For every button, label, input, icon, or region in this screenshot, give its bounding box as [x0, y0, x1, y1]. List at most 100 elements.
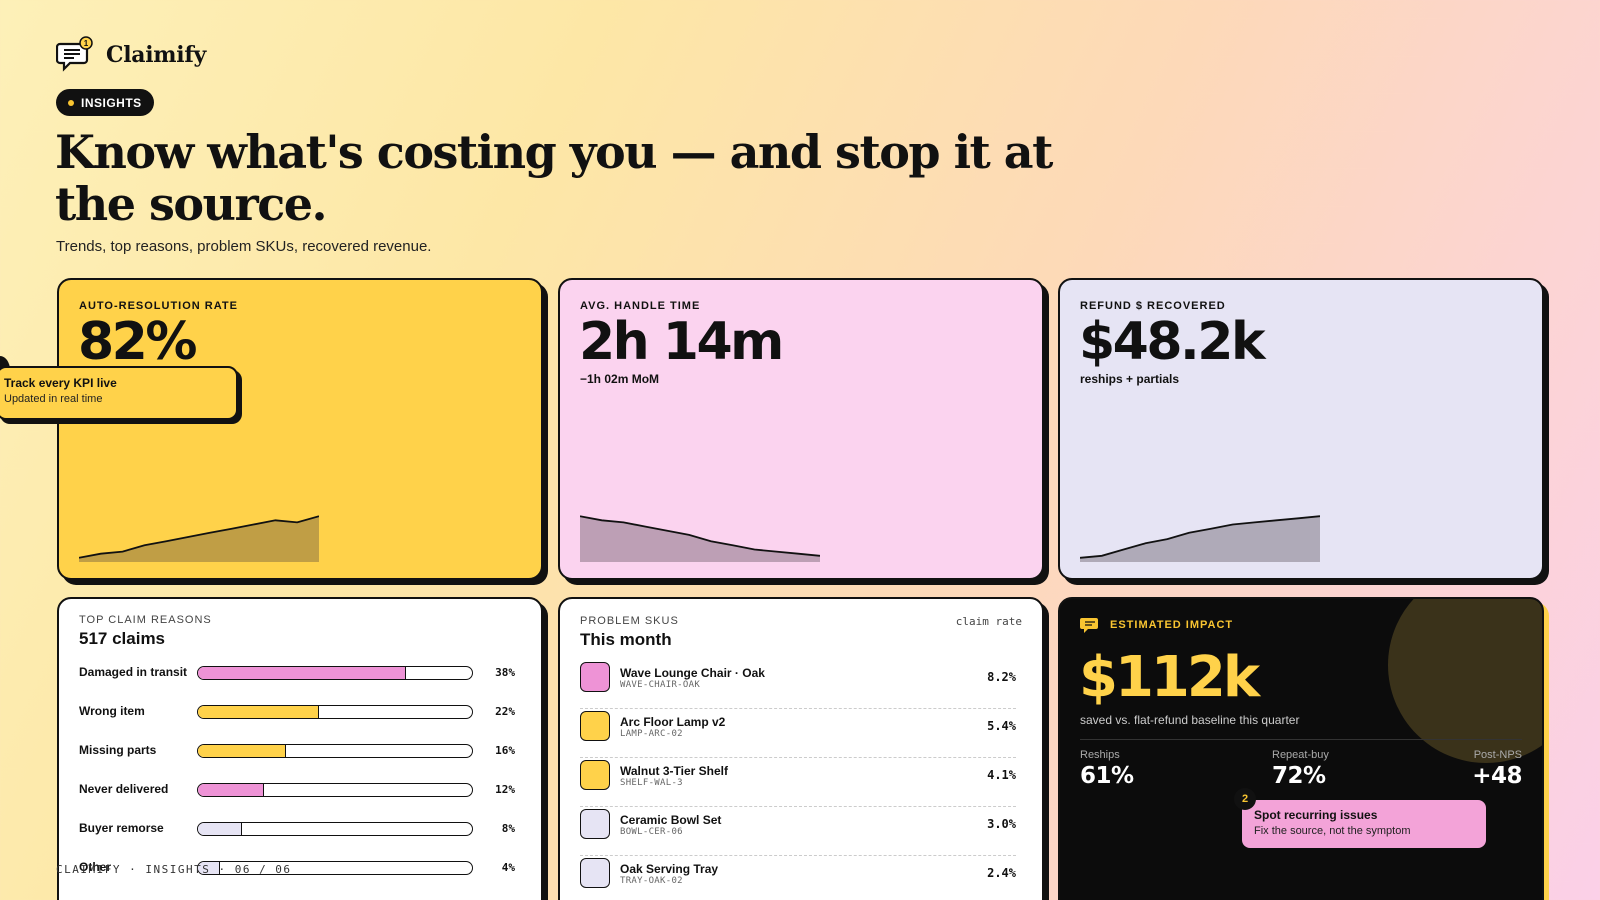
reason-bar-fill: [198, 745, 286, 757]
stat-label: Reships: [1080, 749, 1120, 761]
reason-bar-track: [197, 861, 473, 875]
kpi-card-refund-recovered[interactable]: REFUND $ RECOVERED $48.2k reships + part…: [1058, 278, 1544, 580]
problem-skus-card: PROBLEM SKUS This month claim rate Wave …: [558, 597, 1044, 900]
sku-code: WAVE-CHAIR-OAK: [620, 680, 701, 690]
reason-bar-fill: [198, 706, 319, 718]
reasons-count: 517 claims: [79, 629, 166, 648]
kpi-label: REFUND $ RECOVERED: [1080, 300, 1226, 312]
recurring-issues-callout: Spot recurring issues Fix the source, no…: [1242, 800, 1486, 848]
stat-repeat-buy: Repeat-buy 72%: [1272, 749, 1329, 789]
sku-code: TRAY-OAK-02: [620, 876, 683, 886]
sku-code: SHELF-WAL-3: [620, 778, 683, 788]
claim-rate-header: claim rate: [955, 615, 1022, 628]
stat-post-nps: Post-NPS +48: [1472, 749, 1522, 789]
impact-header: ESTIMATED IMPACT: [1080, 616, 1233, 634]
brand-name: Claimify: [106, 42, 206, 68]
reason-bar-fill: [198, 784, 264, 796]
badge-dot-icon: [68, 99, 74, 106]
reason-label: Never delivered: [79, 782, 169, 796]
top-claim-reasons-card: TOP CLAIM REASONS 517 claims Damaged in …: [57, 597, 543, 900]
sku-row[interactable]: Ceramic Bowl Set BOWL-CER-06 3.0%: [580, 808, 1016, 856]
kpi-sub: −1h 02m MoM: [580, 372, 660, 386]
sku-claim-rate: 3.0%: [987, 817, 1016, 831]
stat-label: Post-NPS: [1473, 749, 1522, 761]
reason-percent: 12%: [495, 783, 515, 796]
estimated-impact-card: ESTIMATED IMPACT $112k saved vs. flat-re…: [1058, 597, 1544, 900]
reason-percent: 22%: [495, 705, 515, 718]
sku-name: Oak Serving Tray: [620, 862, 719, 876]
sku-swatch: [580, 809, 610, 839]
notification-count: 1: [84, 39, 89, 48]
reason-label: Other: [79, 860, 112, 874]
sku-name: Walnut 3-Tier Shelf: [620, 764, 729, 778]
skus-period: This month: [580, 630, 672, 649]
sku-claim-rate: 4.1%: [987, 768, 1016, 782]
stat-value: 72%: [1272, 763, 1326, 789]
kpi-label: AUTO-RESOLUTION RATE: [79, 300, 238, 312]
callout-title: Spot recurring issues: [1254, 808, 1378, 822]
sku-name: Arc Floor Lamp v2: [620, 715, 726, 729]
reason-row: Missing parts 16%: [79, 741, 515, 761]
sku-code: LAMP-ARC-02: [620, 729, 683, 739]
reason-bar-track: [197, 744, 473, 758]
kpi-card-auto-resolution[interactable]: AUTO-RESOLUTION RATE 82%: [57, 278, 543, 580]
sparkline-chart: [1080, 515, 1320, 562]
stat-value: 61%: [1080, 763, 1134, 789]
sku-swatch: [580, 858, 610, 888]
sku-name: Wave Lounge Chair · Oak: [620, 666, 765, 680]
reason-bar-track: [197, 705, 473, 719]
impact-label: ESTIMATED IMPACT: [1110, 619, 1234, 631]
sparkline-area: [79, 516, 319, 562]
reason-bar-fill: [198, 823, 242, 835]
reason-percent: 4%: [501, 861, 515, 874]
page-subhead: Trends, top reasons, problem SKUs, recov…: [56, 238, 432, 255]
sku-row[interactable]: Wave Lounge Chair · Oak WAVE-CHAIR-OAK 8.2…: [580, 661, 1016, 709]
reason-percent: 16%: [495, 744, 515, 757]
sku-claim-rate: 2.4%: [987, 866, 1016, 880]
reason-label: Missing parts: [79, 743, 157, 757]
reason-row: Buyer remorse 8%: [79, 819, 515, 839]
sku-claim-rate: 5.4%: [987, 719, 1016, 733]
callout-title: Track every KPI live: [4, 376, 117, 390]
divider: [1080, 739, 1522, 740]
kpi-live-callout: Track every KPI live Updated in real tim…: [0, 366, 238, 420]
chat-bubble-icon: [1080, 618, 1098, 633]
footer-pagination: CLAIMIFY · INSIGHTS · 06 / 06: [56, 863, 292, 876]
kpi-value: $48.2k: [1079, 312, 1266, 372]
reason-bar-track: [197, 822, 473, 836]
reason-percent: 8%: [501, 822, 515, 835]
sparkline-line: [580, 515, 820, 557]
sku-row[interactable]: Arc Floor Lamp v2 LAMP-ARC-02 5.4%: [580, 710, 1016, 758]
sku-name: Ceramic Bowl Set: [620, 813, 722, 827]
kpi-sub: reships + partials: [1080, 372, 1180, 386]
sku-swatch: [580, 662, 610, 692]
reason-bar-track: [197, 783, 473, 797]
sparkline-line: [1080, 515, 1320, 559]
reason-label: Buyer remorse: [79, 821, 164, 835]
kpi-card-handle-time[interactable]: AVG. HANDLE TIME 2h 14m −1h 02m MoM: [558, 278, 1044, 580]
reason-row: Damaged in transit 38%: [79, 663, 515, 683]
sku-row[interactable]: Oak Serving Tray TRAY-OAK-02 2.4%: [580, 857, 1016, 900]
callout-sub: Fix the source, not the symptom: [1254, 825, 1411, 837]
kpi-label: AVG. HANDLE TIME: [580, 300, 701, 312]
sparkline-line: [79, 515, 319, 559]
reason-bar-fill: [198, 667, 407, 679]
chat-bubble-icon: 1: [55, 36, 94, 74]
brand-logo[interactable]: 1 Claimify: [55, 36, 206, 74]
insights-badge: INSIGHTS: [56, 89, 154, 116]
reason-label: Wrong item: [79, 704, 145, 718]
sparkline-chart: [79, 515, 319, 562]
kpi-value: 2h 14m: [579, 312, 784, 372]
sku-row[interactable]: Walnut 3-Tier Shelf SHELF-WAL-3 4.1%: [580, 759, 1016, 807]
sku-swatch: [580, 760, 610, 790]
badge-label: INSIGHTS: [81, 95, 142, 110]
stat-reships: Reships 61%: [1080, 749, 1134, 789]
sparkline-area: [1080, 516, 1320, 562]
reason-row: Other 4%: [79, 858, 515, 878]
sparkline-area: [580, 516, 820, 562]
callout-sub: Updated in real time: [4, 393, 103, 405]
reason-row: Never delivered 12%: [79, 780, 515, 800]
stat-label: Repeat-buy: [1272, 749, 1329, 761]
impact-sub: saved vs. flat-refund baseline this quar…: [1080, 713, 1300, 727]
kpi-value: 82%: [78, 312, 197, 372]
